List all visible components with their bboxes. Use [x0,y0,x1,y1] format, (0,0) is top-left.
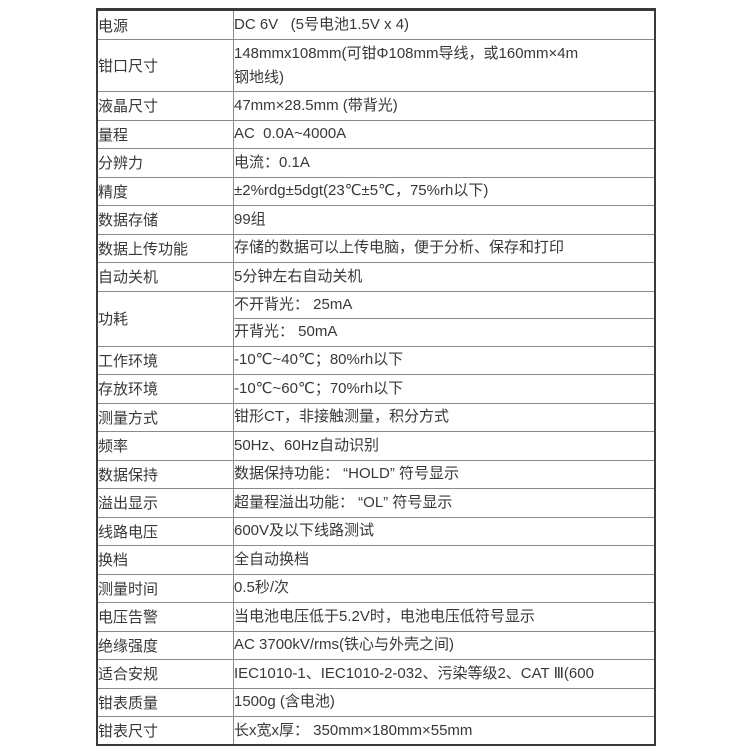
table-row: 溢出显示 超量程溢出功能： “OL” 符号显示 [96,488,656,518]
spec-value: 0.5秒/次 [233,573,656,603]
spec-label: 精度 [96,176,234,206]
table-row: 电源 DC 6V (5号电池1.5V x 4) [96,9,656,40]
spec-table: 电源 DC 6V (5号电池1.5V x 4) 钳口尺寸 148mmx108mm… [96,8,656,746]
spec-value: 电流：0.1A [233,148,656,178]
spec-label: 电压告警 [96,602,234,632]
table-row: 钳表质量 1500g (含电池) [96,687,656,717]
spec-label: 工作环境 [96,345,234,375]
table-row: 钳口尺寸 148mmx108mm(可钳Φ108mm导线，或160mm×4m 钢地… [96,39,656,92]
spec-label: 数据保持 [96,459,234,489]
spec-value: -10℃~40℃；80%rh以下 [233,345,656,375]
spec-label: 液晶尺寸 [96,91,234,121]
spec-label: 适合安规 [96,659,234,689]
table-row: 频率 50Hz、60Hz自动识别 [96,431,656,461]
spec-value: AC 0.0A~4000A [233,119,656,149]
spec-label: 量程 [96,119,234,149]
spec-value: 当电池电压低于5.2V时，电池电压低符号显示 [233,602,656,632]
table-row: 精度 ±2%rdg±5dgt(23℃±5℃，75%rh以下) [96,176,656,206]
spec-label: 数据存储 [96,205,234,235]
spec-value: 存储的数据可以上传电脑，便于分析、保存和打印 [233,233,656,263]
table-row: 钳表尺寸 长x宽x厚： 350mm×180mm×55mm [96,716,656,746]
spec-value: 148mmx108mm(可钳Φ108mm导线，或160mm×4m 钢地线) [233,39,656,92]
table-row: 适合安规 IEC1010-1、IEC1010-2-032、污染等级2、CAT Ⅲ… [96,659,656,689]
table-row: 液晶尺寸 47mm×28.5mm (带背光) [96,91,656,121]
spec-value: 数据保持功能： “HOLD” 符号显示 [233,459,656,489]
spec-value: 超量程溢出功能： “OL” 符号显示 [233,488,656,518]
spec-label: 线路电压 [96,516,234,546]
spec-label: 绝缘强度 [96,630,234,660]
spec-value: 5分钟左右自动关机 [233,262,656,292]
spec-value: 开背光： 50mA [233,318,656,347]
spec-label: 分辨力 [96,148,234,178]
spec-value: 长x宽x厚： 350mm×180mm×55mm [233,716,656,746]
spec-label: 钳表尺寸 [96,716,234,746]
spec-value: AC 3700kV/rms(铁心与外壳之间) [233,630,656,660]
table-row: 绝缘强度 AC 3700kV/rms(铁心与外壳之间) [96,630,656,660]
table-row: 线路电压 600V及以下线路测试 [96,516,656,546]
table-row: 自动关机 5分钟左右自动关机 [96,262,656,292]
table-row: 换档 全自动换档 [96,545,656,575]
table-row: 工作环境 -10℃~40℃；80%rh以下 [96,345,656,375]
spec-value: ±2%rdg±5dgt(23℃±5℃，75%rh以下) [233,176,656,206]
spec-value: 600V及以下线路测试 [233,516,656,546]
table-row: 分辨力 电流：0.1A [96,148,656,178]
spec-value: 99组 [233,205,656,235]
spec-value: IEC1010-1、IEC1010-2-032、污染等级2、CAT Ⅲ(600 [233,659,656,689]
spec-label: 存放环境 [96,374,234,404]
spec-label: 钳口尺寸 [96,39,234,92]
spec-value: 50Hz、60Hz自动识别 [233,431,656,461]
table-row: 测量方式 钳形CT，非接触测量，积分方式 [96,402,656,432]
table-row: 功耗 不开背光： 25mA [96,290,656,347]
table-row: 开背光： 50mA [97,318,656,347]
spec-label: 电源 [96,9,234,40]
spec-value: 47mm×28.5mm (带背光) [233,91,656,121]
spec-label: 钳表质量 [96,687,234,717]
spec-value: 钳形CT，非接触测量，积分方式 [233,402,656,432]
spec-label: 换档 [96,545,234,575]
spec-value: DC 6V (5号电池1.5V x 4) [233,9,656,40]
spec-label: 功耗 [96,290,234,347]
spec-label: 自动关机 [96,262,234,292]
table-row: 电压告警 当电池电压低于5.2V时，电池电压低符号显示 [96,602,656,632]
spec-value: 1500g (含电池) [233,687,656,717]
table-row: 数据存储 99组 [96,205,656,235]
spec-label: 数据上传功能 [96,233,234,263]
spec-value: -10℃~60℃；70%rh以下 [233,374,656,404]
spec-value: 不开背光： 25mA [233,290,656,319]
spec-label: 测量时间 [96,573,234,603]
table-row: 存放环境 -10℃~60℃；70%rh以下 [96,374,656,404]
spec-label: 频率 [96,431,234,461]
spec-label: 测量方式 [96,402,234,432]
table-row: 测量时间 0.5秒/次 [96,573,656,603]
table-row: 数据上传功能 存储的数据可以上传电脑，便于分析、保存和打印 [96,233,656,263]
table-row: 量程 AC 0.0A~4000A [96,119,656,149]
spec-label: 溢出显示 [96,488,234,518]
table-row: 数据保持 数据保持功能： “HOLD” 符号显示 [96,459,656,489]
spec-value: 全自动换档 [233,545,656,575]
